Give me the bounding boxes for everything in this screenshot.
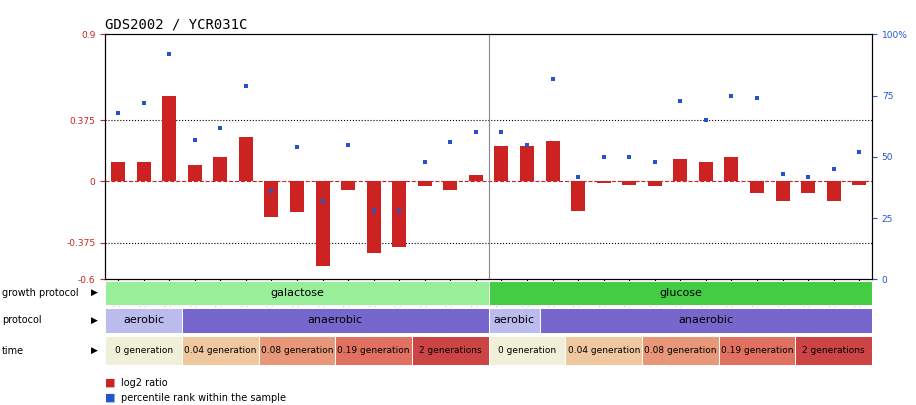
Bar — [488, 281, 872, 305]
Text: 0.19 generation: 0.19 generation — [337, 346, 410, 355]
Bar — [418, 181, 431, 186]
Bar — [412, 336, 489, 365]
Text: log2 ratio: log2 ratio — [121, 378, 168, 388]
Text: galactose: galactose — [270, 288, 324, 298]
Bar — [488, 308, 540, 333]
Bar — [182, 308, 488, 333]
Text: 0 generation: 0 generation — [114, 346, 173, 355]
Bar — [776, 181, 790, 201]
Bar — [213, 157, 227, 181]
Bar — [105, 308, 182, 333]
Bar — [546, 141, 560, 181]
Bar — [571, 181, 585, 211]
Bar — [565, 336, 642, 365]
Bar — [596, 181, 611, 183]
Text: 0.04 generation: 0.04 generation — [568, 346, 640, 355]
Bar — [162, 96, 176, 181]
Bar — [802, 181, 815, 193]
Bar — [852, 181, 867, 185]
Bar — [495, 145, 508, 181]
Text: ▶: ▶ — [91, 316, 98, 325]
Text: time: time — [2, 346, 24, 356]
Bar — [719, 336, 795, 365]
Text: GDS2002 / YCR031C: GDS2002 / YCR031C — [105, 18, 247, 32]
Text: protocol: protocol — [2, 315, 41, 325]
Bar — [826, 181, 841, 201]
Bar — [540, 308, 872, 333]
Bar — [290, 181, 304, 213]
Bar — [673, 159, 687, 181]
Bar — [488, 336, 565, 365]
Bar — [136, 162, 151, 181]
Bar — [366, 181, 381, 253]
Bar — [648, 181, 662, 186]
Bar — [182, 336, 258, 365]
Text: ■: ■ — [105, 393, 115, 403]
Text: ▶: ▶ — [91, 288, 98, 297]
Bar — [188, 165, 202, 181]
Text: aerobic: aerobic — [123, 315, 164, 325]
Bar — [258, 336, 335, 365]
Bar — [699, 162, 713, 181]
Text: 0.08 generation: 0.08 generation — [644, 346, 716, 355]
Text: 0.04 generation: 0.04 generation — [184, 346, 256, 355]
Text: 0.19 generation: 0.19 generation — [721, 346, 793, 355]
Text: 0 generation: 0 generation — [498, 346, 556, 355]
Bar — [315, 181, 330, 266]
Text: ■: ■ — [105, 378, 115, 388]
Text: ▶: ▶ — [91, 346, 98, 355]
Text: anaerobic: anaerobic — [679, 315, 734, 325]
Bar — [392, 181, 407, 247]
Bar — [750, 181, 764, 193]
Bar — [111, 162, 125, 181]
Bar — [795, 336, 872, 365]
Text: anaerobic: anaerobic — [308, 315, 363, 325]
Text: 0.08 generation: 0.08 generation — [261, 346, 333, 355]
Text: glucose: glucose — [659, 288, 702, 298]
Bar — [341, 181, 355, 190]
Bar — [725, 157, 738, 181]
Bar — [239, 137, 253, 181]
Text: aerobic: aerobic — [494, 315, 535, 325]
Bar — [622, 181, 637, 185]
Text: percentile rank within the sample: percentile rank within the sample — [121, 393, 286, 403]
Bar — [105, 281, 488, 305]
Text: 2 generations: 2 generations — [802, 346, 865, 355]
Bar — [265, 181, 278, 217]
Text: growth protocol: growth protocol — [2, 288, 79, 298]
Bar — [335, 336, 412, 365]
Bar — [443, 181, 457, 190]
Bar — [520, 145, 534, 181]
Bar — [105, 336, 182, 365]
Bar — [642, 336, 719, 365]
Text: 2 generations: 2 generations — [419, 346, 482, 355]
Bar — [469, 175, 483, 181]
